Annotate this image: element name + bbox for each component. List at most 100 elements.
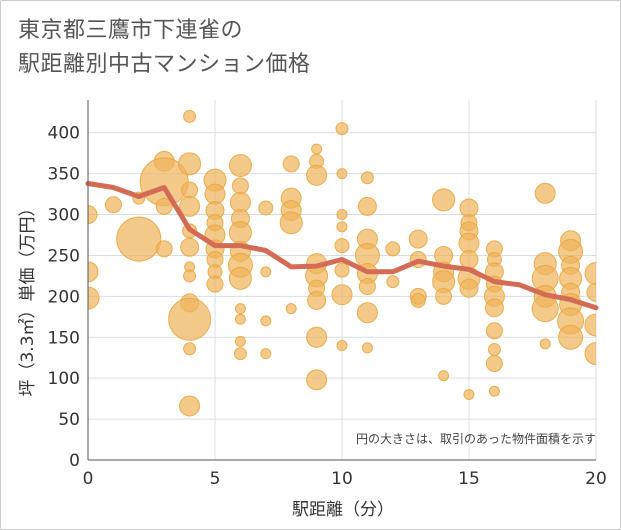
- bubble-point: [488, 385, 500, 397]
- x-tick-label: 20: [585, 469, 607, 489]
- x-tick-label: 0: [83, 469, 94, 489]
- bubble-point: [334, 262, 350, 278]
- bubble-point: [206, 275, 224, 293]
- bubble-point: [307, 290, 327, 310]
- bubble-point: [231, 177, 249, 195]
- bubble-point: [334, 238, 350, 254]
- bubble-point: [336, 221, 348, 233]
- bubble-point: [183, 342, 197, 356]
- bubble-point: [233, 347, 247, 361]
- bubble-point: [385, 241, 401, 257]
- bubble-point: [487, 343, 501, 357]
- y-tick-label: 250: [48, 246, 80, 266]
- x-tick-label: 10: [331, 469, 353, 489]
- bubble-point: [183, 269, 197, 283]
- x-axis-title: 駅距離（分）: [292, 500, 394, 520]
- bubble-point: [584, 261, 596, 285]
- y-tick-label: 200: [48, 287, 80, 307]
- y-tick-label: 300: [48, 206, 80, 226]
- chart-title-line-2: 駅距離別中古マンション価格: [18, 52, 311, 77]
- bubble-point: [558, 324, 584, 350]
- bubble-point: [282, 155, 300, 173]
- bubble-size-note: 円の大きさは、取引のあった物件面積を示す: [356, 431, 596, 446]
- bubble-point: [279, 211, 303, 235]
- bubble-point: [408, 229, 428, 249]
- bubble-point: [534, 182, 556, 204]
- bubble-point: [180, 237, 200, 257]
- bubble-point: [88, 286, 100, 310]
- y-tick-label: 0: [69, 451, 80, 471]
- bubble-point: [88, 205, 98, 225]
- bubble-point: [116, 216, 162, 262]
- bubble-point: [228, 221, 252, 245]
- bubble-point: [584, 342, 596, 366]
- bubble-point: [584, 313, 596, 337]
- bubble-point: [104, 196, 122, 214]
- bubble-point: [539, 338, 551, 350]
- bubble-point: [336, 209, 348, 221]
- bubble-point: [463, 389, 475, 401]
- bubble-point: [260, 315, 272, 327]
- y-tick-label: 100: [48, 369, 80, 389]
- bubble-point: [361, 342, 373, 354]
- bubble-point: [386, 275, 400, 289]
- y-tick-label: 50: [58, 410, 80, 430]
- bubble-point: [234, 335, 246, 347]
- bubble-point: [356, 302, 378, 324]
- bubble-point: [234, 313, 246, 325]
- bubble-point: [410, 292, 426, 308]
- bubble-point: [331, 284, 353, 306]
- bubble-point: [306, 369, 328, 391]
- chart-title-line-1: 東京都三鷹市下連雀の: [18, 18, 244, 43]
- x-tick-label: 5: [210, 469, 221, 489]
- bubble-point: [435, 287, 453, 305]
- bubble-point: [234, 303, 246, 315]
- bubble-point: [360, 171, 374, 185]
- bubble-point: [260, 348, 272, 360]
- y-tick-label: 150: [48, 328, 80, 348]
- bubble-point: [306, 326, 328, 348]
- bubble-point: [183, 109, 197, 123]
- bubble-point: [258, 200, 274, 216]
- x-tick-label: 15: [458, 469, 480, 489]
- bubble-point: [335, 122, 349, 136]
- y-tick-labels: 0 50 100 150 200 250 300 350 400: [48, 124, 80, 471]
- x-tick-labels: 0 5 10 15 20: [83, 469, 607, 489]
- bubble-point: [336, 339, 348, 351]
- average-line-series: [85, 181, 599, 311]
- bubble-point: [285, 303, 297, 315]
- y-tick-label: 400: [48, 124, 80, 144]
- y-axis-title: 坪（3.3㎡）単価（万円）: [18, 199, 38, 396]
- axes: [87, 100, 596, 461]
- bubble-point: [459, 278, 479, 298]
- bubble-point: [531, 295, 559, 323]
- bubble-point: [168, 297, 212, 341]
- chart-title: 東京都三鷹市下連雀の 駅距離別中古マンション価格: [18, 14, 311, 82]
- bubble-point: [179, 395, 201, 417]
- bubble-point: [311, 143, 323, 155]
- bubble-point: [178, 152, 202, 176]
- bubble-point: [485, 322, 503, 340]
- bubble-point: [459, 250, 479, 270]
- bubble-point: [88, 261, 99, 283]
- bubble-point: [179, 195, 201, 217]
- bubble-point: [484, 298, 504, 318]
- bubble-point: [306, 164, 328, 186]
- bubble-point: [485, 354, 503, 372]
- bubble-point: [260, 266, 272, 278]
- bubble-series: [88, 109, 596, 417]
- bubble-point: [358, 278, 376, 296]
- bubble-point: [438, 370, 450, 382]
- bubble-point: [228, 153, 252, 177]
- y-tick-label: 350: [48, 165, 80, 185]
- bubble-point: [228, 266, 252, 290]
- bubble-point: [357, 196, 377, 216]
- bubble-point: [181, 181, 199, 199]
- bubble-point: [155, 240, 173, 258]
- average-line: [85, 181, 599, 311]
- bubble-point: [586, 282, 596, 302]
- bubble-point: [432, 188, 456, 212]
- bubble-point: [336, 168, 348, 180]
- bubble-point: [155, 197, 173, 215]
